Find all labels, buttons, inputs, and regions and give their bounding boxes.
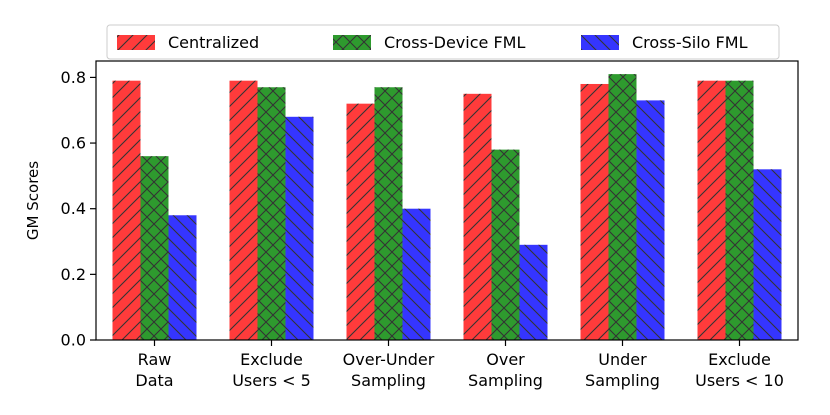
x-axis: Raw Data Exclude Users < 5 Over-Under Samplin… — [135, 340, 784, 390]
bar-cross-device-fml-5 — [725, 80, 754, 340]
legend-label: Cross-Silo FML — [632, 33, 748, 52]
x-tick-label: Data — [135, 371, 173, 390]
x-tick-label: Users < 10 — [695, 371, 784, 390]
legend-entry-centralized: Centralized — [117, 33, 259, 52]
plot-area-frame — [95, 60, 799, 341]
bar-hatch — [168, 215, 197, 340]
bar-cross-device-fml-2 — [374, 87, 403, 341]
bar-cross-device-fml-3 — [491, 149, 520, 340]
x-tick-label: Sampling — [585, 371, 660, 390]
legend-swatch-hatch — [581, 35, 619, 50]
bar-hatch — [112, 80, 141, 340]
legend-box — [106, 24, 780, 60]
bar-hatch — [257, 87, 286, 341]
bar-hatch — [402, 208, 431, 340]
x-tick-label: Under — [598, 350, 647, 369]
bar-cross-device-fml-0 — [140, 156, 169, 340]
legend-entry-cross-device-fml: Cross-Device FML — [333, 33, 525, 52]
bar-cross-silo-fml-3 — [519, 244, 548, 340]
bar-hatch — [491, 149, 520, 340]
legend: Centralized Cross-Device FML Cross-Silo FM… — [106, 24, 780, 60]
bar-hatch — [636, 100, 665, 340]
y-tick-label: 0.8 — [61, 68, 86, 87]
bar-centralized-1 — [229, 80, 258, 340]
legend-swatch-hatch — [333, 35, 371, 50]
bar-hatch — [697, 80, 726, 340]
bar-hatch — [608, 74, 637, 341]
bar-hatch — [374, 87, 403, 341]
legend-swatch-hatch — [117, 35, 155, 50]
x-tick-label: Exclude — [240, 350, 303, 369]
legend-entry-cross-silo-fml: Cross-Silo FML — [581, 33, 748, 52]
y-tick-label: 0.2 — [61, 265, 86, 284]
bar-centralized-3 — [463, 93, 492, 340]
bar-centralized-5 — [697, 80, 726, 340]
y-axis: 0.0 0.2 0.4 0.6 0.8 — [61, 68, 96, 350]
bar-cross-silo-fml-0 — [168, 215, 197, 340]
bar-centralized-4 — [580, 83, 609, 340]
bar-centralized-0 — [112, 80, 141, 340]
y-axis-label: GM Scores — [24, 161, 42, 240]
bar-hatch — [140, 156, 169, 340]
x-tick-label: Raw — [138, 350, 172, 369]
legend-label: Cross-Device FML — [384, 33, 525, 52]
bar-hatch — [346, 103, 375, 340]
legend-label: Centralized — [168, 33, 259, 52]
bar-cross-device-fml-1 — [257, 87, 286, 341]
y-tick-label: 0.0 — [61, 331, 86, 350]
bar-hatch — [229, 80, 258, 340]
bar-cross-silo-fml-4 — [636, 100, 665, 340]
y-tick-label: 0.6 — [61, 134, 86, 153]
bar-cross-silo-fml-5 — [753, 169, 782, 340]
bars-group — [112, 74, 782, 341]
y-tick-label: 0.4 — [61, 199, 86, 218]
x-tick-label: Sampling — [351, 371, 426, 390]
bar-hatch — [725, 80, 754, 340]
bar-hatch — [285, 116, 314, 340]
x-tick-label: Over — [486, 350, 525, 369]
bar-hatch — [463, 93, 492, 340]
bar-hatch — [753, 169, 782, 340]
bar-hatch — [519, 244, 548, 340]
x-tick-label: Sampling — [468, 371, 543, 390]
bar-centralized-2 — [346, 103, 375, 340]
bar-cross-device-fml-4 — [608, 74, 637, 341]
bar-cross-silo-fml-1 — [285, 116, 314, 340]
bar-hatch — [580, 83, 609, 340]
x-tick-label: Exclude — [708, 350, 771, 369]
x-tick-label: Users < 5 — [232, 371, 311, 390]
bar-cross-silo-fml-2 — [402, 208, 431, 340]
x-tick-label: Over-Under — [343, 350, 435, 369]
